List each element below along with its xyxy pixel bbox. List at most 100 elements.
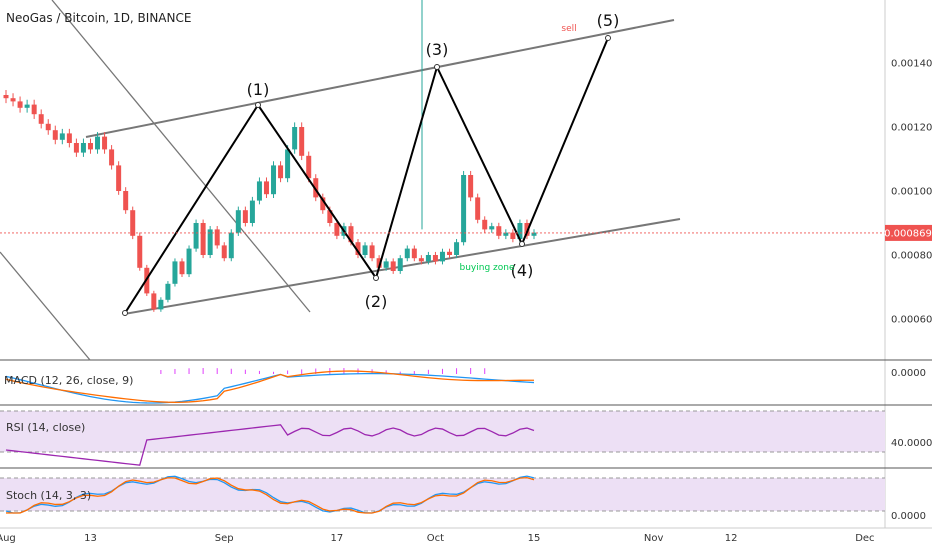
candle-body: [475, 197, 481, 220]
candle-body: [116, 165, 122, 191]
candle-body: [278, 165, 284, 179]
candle-body: [73, 143, 79, 153]
candle-body: [80, 143, 86, 153]
candles: [3, 0, 537, 312]
candle-body: [193, 223, 199, 249]
wave-pivot-point: [122, 310, 128, 316]
stoch-axis-value: 0.0000: [891, 511, 926, 522]
chart-title: NeoGas / Bitcoin, 1D, BINANCE: [6, 11, 191, 25]
candle-body: [200, 223, 206, 255]
macd-signal-line: [5, 370, 535, 403]
channel-upper-line: [85, 19, 675, 138]
candle-body: [172, 261, 178, 284]
candle-body: [510, 232, 516, 239]
candle-body: [496, 226, 502, 236]
candle-body: [87, 143, 93, 150]
channel-lines: [0, 0, 681, 361]
candle-body: [376, 258, 382, 268]
candle-body: [249, 200, 255, 223]
candle-body: [425, 255, 431, 262]
candle-body: [24, 104, 30, 108]
wave-pivot-point: [255, 102, 261, 108]
price-tick-label: 0.000600: [891, 315, 932, 326]
candle-body: [102, 136, 108, 150]
candle-body: [186, 248, 192, 275]
candle-body: [38, 114, 44, 124]
current-price-label: 0.000869: [884, 228, 932, 239]
candle-body: [489, 226, 495, 230]
candle-body: [313, 178, 319, 198]
rsi-legend: RSI (14, close): [6, 421, 85, 434]
candle-body: [390, 261, 396, 271]
candle-body: [151, 293, 157, 310]
candle-body: [17, 101, 23, 108]
macd-legend: MACD (12, 26, close, 9): [4, 374, 133, 387]
downtrend-line-1: [51, 0, 311, 313]
candle-body: [524, 223, 530, 236]
candle-body: [306, 155, 312, 179]
candle-body: [418, 258, 424, 262]
wave-lines: [122, 35, 611, 316]
candle-body: [263, 181, 269, 195]
stoch-legend: Stoch (14, 3, 3): [6, 489, 91, 502]
candle-body: [320, 197, 326, 211]
stoch-d-line: [5, 477, 535, 514]
indicator-lines: [5, 368, 535, 514]
candle-body: [411, 248, 417, 259]
wave-pivot-point: [434, 64, 440, 70]
candle-body: [355, 242, 361, 255]
candle-body: [137, 235, 143, 268]
candle-body: [327, 210, 333, 223]
candle-body: [158, 299, 164, 310]
candle-body: [235, 210, 241, 233]
candle-body: [242, 210, 248, 223]
rsi-line: [5, 424, 535, 466]
candle-body: [207, 229, 213, 255]
candle-body: [271, 165, 277, 195]
time-tick-label: Oct: [427, 533, 444, 544]
time-axis-ticks: Aug 13 Sep 17 Oct 15 Nov 12 Dec: [0, 533, 875, 544]
candle-body: [256, 181, 262, 201]
stoch-k-line: [5, 475, 535, 514]
wave-pivot-point: [519, 241, 525, 247]
candle-body: [214, 229, 220, 246]
elliott-wave-path: [124, 37, 609, 314]
candle-body: [439, 251, 445, 262]
downtrend-line-2: [0, 251, 91, 361]
candle-body: [468, 175, 474, 198]
candle-body: [397, 258, 403, 271]
candle-body: [109, 149, 115, 166]
time-tick-label: 15: [528, 533, 541, 544]
candle-body: [447, 251, 453, 255]
candle-body: [531, 232, 537, 236]
candle-body: [348, 226, 354, 243]
candle-body: [31, 104, 37, 115]
candle-body: [3, 95, 9, 99]
candle-body: [285, 149, 291, 179]
candle-body: [334, 223, 340, 236]
current-price-tag: [885, 224, 932, 241]
candle-body: [461, 175, 467, 243]
time-tick-label: 13: [84, 533, 97, 544]
candle-body: [503, 232, 509, 236]
wave-label-1: (1): [247, 80, 270, 99]
wave-pivot-point: [373, 275, 379, 281]
sell-annotation: sell: [561, 24, 576, 34]
candle-body: [179, 261, 185, 275]
time-tick-label: Sep: [215, 533, 234, 544]
candle-body: [362, 245, 368, 255]
candle-body: [369, 245, 375, 259]
candle-body: [299, 127, 305, 156]
rsi-band: [0, 411, 885, 452]
buying-zone-annotation: buying zone: [460, 263, 515, 273]
candle-body: [517, 223, 523, 239]
wave-label-4: (4): [511, 261, 534, 280]
candle-body: [221, 245, 227, 259]
candle-body: [59, 133, 65, 140]
